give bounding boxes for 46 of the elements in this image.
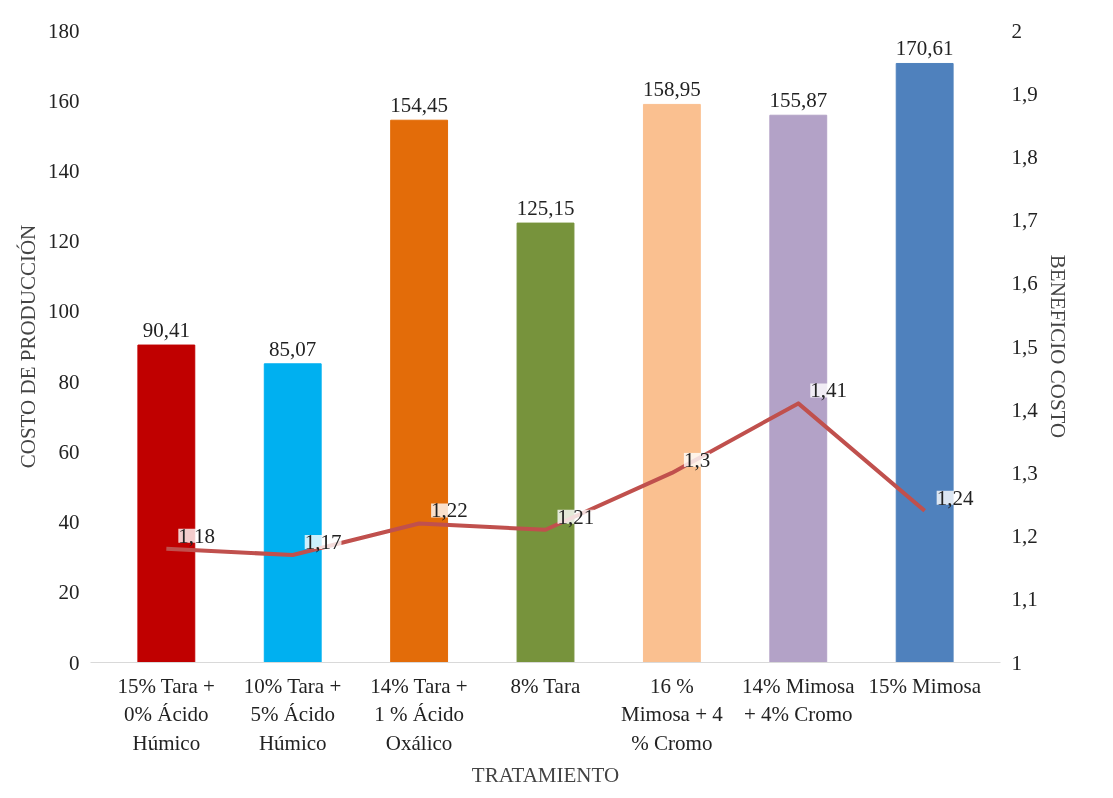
data-label: 1,41 [810, 378, 848, 403]
y2-tick-label: 1,2 [1011, 524, 1038, 549]
y2-tick-label: 1,8 [1011, 144, 1038, 169]
data-label: 1,24 [936, 485, 974, 510]
y-tick-label: 160 [48, 88, 80, 113]
y-tick-label: 120 [48, 229, 80, 254]
data-label: 1,22 [431, 498, 468, 523]
y2-axis-title: BENEFICIO COSTO [1045, 254, 1070, 439]
y2-tick-label: 1,6 [1011, 271, 1038, 296]
data-label: 155,87 [769, 88, 828, 113]
y-tick-label: 140 [48, 158, 80, 183]
y-tick-label: 60 [58, 439, 80, 464]
y-tick-label: 40 [58, 510, 80, 535]
y2-tick-label: 1 [1011, 650, 1022, 675]
data-label: 154,45 [390, 93, 448, 118]
x-tick-label: 8% Tara [510, 673, 581, 698]
x-tick-label: 14% Mimosa + 4% Cromo [741, 673, 856, 727]
data-label: 85,07 [269, 336, 317, 361]
x-tick-label: 16 % Mimosa + 4 % Cromo [621, 673, 724, 756]
data-label: 1,3 [683, 447, 711, 472]
data-label: 1,18 [178, 523, 216, 548]
line-series [164, 401, 927, 558]
data-label: 158,95 [643, 77, 701, 102]
x-tick-label: 15% Tara + 0% Ácido Húmico [117, 673, 215, 756]
y2-tick-label: 1,9 [1011, 81, 1038, 106]
y2-tick-label: 1,7 [1011, 208, 1038, 233]
x-tick-label: 14% Tara + 1 % Ácido Oxálico [370, 673, 468, 756]
y-tick-label: 180 [48, 18, 80, 43]
y2-tick-label: 1,4 [1011, 397, 1039, 422]
data-label: 90,41 [142, 318, 190, 343]
data-label: 1,21 [557, 504, 595, 529]
y2-tick-label: 1,1 [1011, 587, 1038, 612]
y-tick-label: 100 [48, 299, 80, 324]
data-label: 125,15 [516, 196, 575, 221]
y-tick-label: 0 [69, 650, 80, 675]
x-tick-label: 10% Tara + 5% Ácido Húmico [243, 673, 342, 756]
y2-tick-label: 1,3 [1011, 460, 1038, 485]
y-tick-label: 20 [58, 580, 80, 605]
y2-tick-label: 1,5 [1011, 334, 1038, 359]
y-axis-title: COSTO DE PRODUCCIÓN [16, 224, 40, 469]
x-tick-label: 15% Mimosa [868, 673, 982, 698]
x-axis-title: TRATAMIENTO [471, 763, 620, 788]
y-tick-label: 80 [58, 369, 80, 394]
data-label: 170,61 [895, 36, 954, 61]
data-label: 1,17 [304, 530, 342, 555]
y2-tick-label: 2 [1011, 18, 1022, 43]
